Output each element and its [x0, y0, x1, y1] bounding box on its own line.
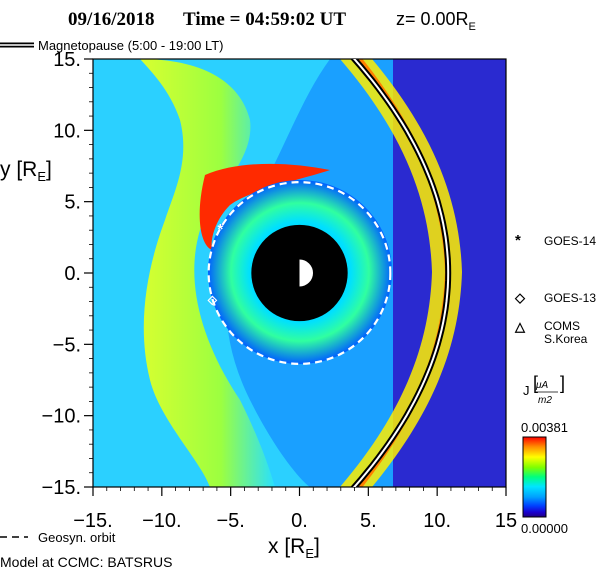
satellite-markers: *◇ [207, 221, 224, 307]
x-axis-ticks: −15. −10. −5. 0. 5. 10. 15 [73, 487, 517, 532]
y-tick-label: 5. [64, 192, 81, 214]
earth-night-side [285, 259, 300, 287]
y-tick-label: 0. [64, 263, 81, 285]
colorbar-unit-num: μA [535, 380, 548, 391]
colorbar-gradient [522, 436, 547, 518]
goes13-legend-icon: ◇ [514, 290, 526, 305]
satellite-marker-goes-13: ◇ [207, 293, 218, 307]
x-tick-label: −15. [73, 510, 112, 532]
goes13-legend-label: GOES-13 [544, 291, 596, 305]
goes14-legend-icon: * [515, 232, 521, 249]
y-tick-label: −10. [42, 406, 81, 428]
magnetopause-line [350, 59, 452, 487]
y-tick-label: −15. [42, 477, 81, 499]
model-footer: Model at CCMC: BATSRUS [0, 554, 172, 570]
colorbar-unit-den: m2 [538, 395, 552, 406]
goes14-legend-label: GOES-14 [544, 234, 596, 248]
y-tick-label: 10. [53, 120, 81, 142]
x-axis-label: x [RE] [268, 535, 320, 561]
satellite-marker-goes-14: * [217, 221, 223, 238]
magnetopause-legend-label: Magnetopause (5:00 - 19:00 LT) [38, 38, 224, 53]
x-tick-label: 5. [360, 510, 377, 532]
title-z: z= 0.00RE [396, 9, 476, 33]
colorbar-bracket-left: [ [533, 373, 538, 393]
colorbar-max-label: 0.00381 [521, 420, 568, 435]
x-tick-label: −10. [142, 510, 181, 532]
satellite-legend: * GOES-14 ◇ GOES-13 △ COMS S.Korea [514, 232, 596, 346]
colorbar-bracket-right: ] [560, 373, 565, 393]
coms-legend-label2: S.Korea [544, 332, 588, 346]
y-axis-ticks: 15. 10. 5. 0. −5. −10. −15. [42, 49, 93, 499]
geosync-legend-label: Geosyn. orbit [38, 530, 116, 545]
title-time: Time = 04:59:02 UT [183, 9, 346, 30]
x-tick-label: 10. [423, 510, 451, 532]
colorbar-min-label: 0.00000 [521, 521, 568, 536]
colorbar: J μA m2 [ ] 0.00381 0.00000 [521, 373, 568, 536]
coms-legend-icon: △ [514, 319, 526, 334]
y-tick-label: −5. [53, 334, 81, 356]
x-tick-label: 15 [495, 510, 517, 532]
x-tick-label: −5. [216, 510, 244, 532]
colorbar-label: J [523, 383, 530, 398]
title-date: 09/16/2018 [68, 9, 155, 30]
heatmap-tail-green [140, 59, 275, 487]
coms-legend-label: COMS [544, 319, 580, 333]
y-tick-label: 15. [53, 49, 81, 71]
y-axis-label: y [RE] [0, 158, 52, 184]
x-tick-label: 0. [291, 510, 308, 532]
heatmap-magnetopause-current [340, 59, 462, 487]
heatmap-cusp-red [199, 163, 330, 250]
geosync-orbit [207, 181, 392, 365]
